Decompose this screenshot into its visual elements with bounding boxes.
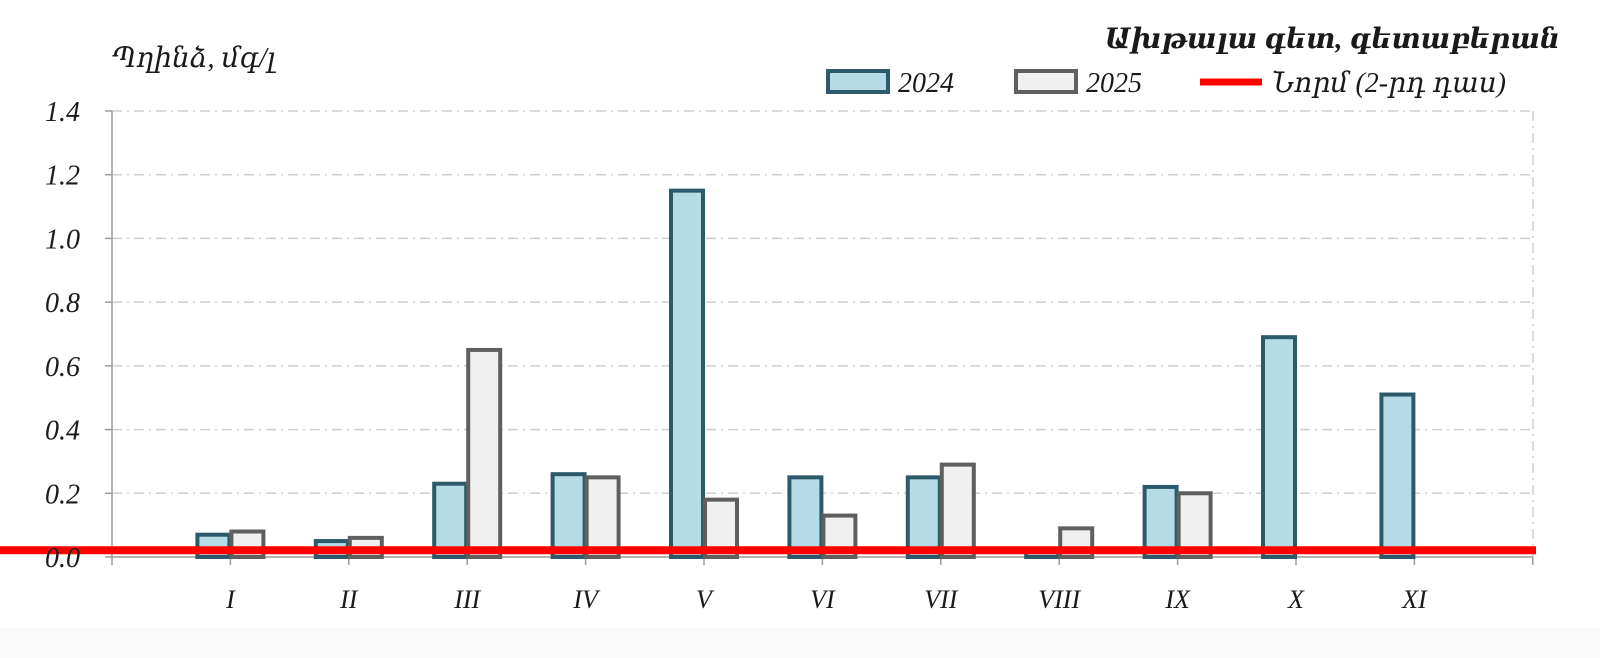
legend: 2024 2025 Նորմ (2-րդ դաս) (826, 68, 1506, 99)
x-category-label: VII (924, 585, 959, 614)
bar-2024-XI (1379, 392, 1416, 559)
bar-2024-V (669, 188, 705, 559)
bar-2024-VII (905, 475, 942, 560)
y-tick-label: 1.0 (45, 224, 80, 255)
bar-2025-IV (584, 475, 621, 560)
bar-2025-VII (939, 462, 976, 559)
y-tick-label: 1.2 (45, 161, 80, 192)
x-category-label: IV (572, 585, 601, 614)
legend-label-2025: 2025 (1086, 68, 1142, 99)
chart-title: Ախթալա գետ, գետաբերան (1105, 24, 1560, 55)
x-category-label: X (1287, 585, 1305, 614)
y-tick-label: 1.4 (45, 97, 80, 128)
y-tick-labels: 0.0 0.2 0.4 0.6 0.8 1.0 1.2 1.4 (45, 97, 80, 574)
x-category-label: VI (810, 585, 836, 614)
bar-2025-III (466, 347, 503, 559)
y-axis-label: Պղինձ, մգ/լ (112, 43, 277, 74)
legend-swatch-2024 (826, 69, 890, 94)
y-tick-label: 0.6 (45, 352, 80, 383)
x-category-label: III (453, 585, 481, 614)
x-category-label: IX (1164, 585, 1191, 614)
y-tick-label: 0.0 (45, 543, 80, 574)
bottom-band (0, 628, 1600, 658)
legend-label-2024: 2024 (898, 68, 954, 99)
x-category-label: II (339, 585, 359, 614)
legend-label-norm: Նորմ (2-րդ դաս) (1272, 68, 1506, 99)
legend-swatch-2025 (1014, 69, 1078, 94)
gridlines (112, 110, 1534, 557)
bar-2024-IV (550, 472, 587, 559)
x-category-label: V (696, 585, 715, 614)
x-category-label: VIII (1038, 585, 1081, 614)
x-category-label: XI (1401, 585, 1428, 614)
bar-2024-III (432, 481, 469, 560)
y-tick-label: 0.8 (45, 288, 80, 319)
x-category-labels: I II III IV V VI VII VIII IX X XI (225, 585, 1428, 614)
y-tick-label: 0.2 (45, 479, 80, 510)
bar-2024-VI (787, 475, 824, 560)
x-category-label: I (225, 585, 236, 614)
y-tick-label: 0.4 (45, 416, 80, 447)
bar-2024-X (1261, 335, 1297, 559)
